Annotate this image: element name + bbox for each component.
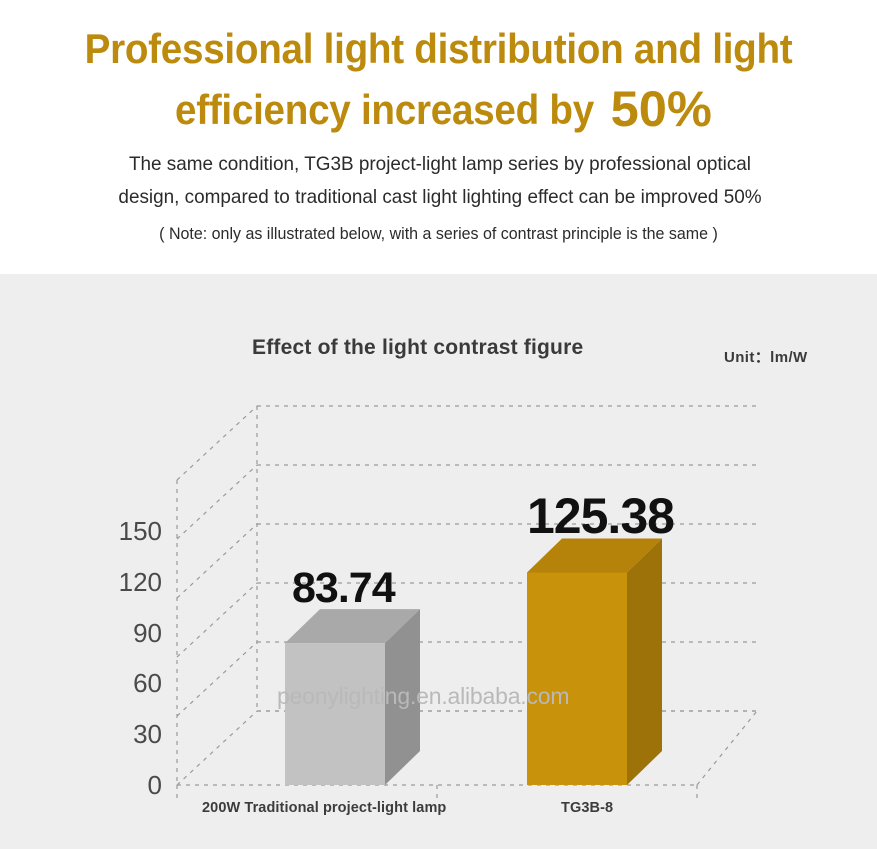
y-tick-label: 90 <box>133 617 162 648</box>
page-title-percent: 50% <box>610 80 712 137</box>
y-tick-label: 60 <box>133 668 162 699</box>
chart-gridlines <box>176 405 758 801</box>
page-title-line-2-text: efficiency increased by <box>175 85 605 133</box>
page-title-line-1: Professional light distribution and ligh… <box>84 25 793 72</box>
promo-header-section: Professional light distribution and ligh… <box>0 0 877 274</box>
promo-note: ( Note: only as illustrated below, with … <box>159 225 718 243</box>
chart-panel: Effect of the light contrast figure Unit… <box>0 274 877 849</box>
bar-traditional[interactable] <box>285 609 420 785</box>
chart-unit-label: Unit：lm/W <box>724 349 808 366</box>
bar-value-label: 125.38 <box>527 487 675 544</box>
y-tick-label: 120 <box>118 566 162 597</box>
bar-value-label: 83.74 <box>292 564 396 613</box>
chart-svg <box>176 405 758 801</box>
promo-description-line-1: The same condition, TG3B project-light l… <box>128 153 752 175</box>
y-tick-label: 0 <box>147 770 162 800</box>
page-title: Professional light distribution and ligh… <box>35 22 842 142</box>
promo-description: The same condition, TG3B project-light l… <box>52 148 828 214</box>
chart-title: Effect of the light contrast figure <box>252 336 584 359</box>
y-tick-label: 150 <box>118 515 162 546</box>
bar-tg3b[interactable] <box>527 538 662 785</box>
y-tick-label: 30 <box>133 719 162 750</box>
watermark-text: peonylighting.en.alibaba.com <box>277 683 570 709</box>
category-label-tg3b: TG3B-8 <box>561 800 614 816</box>
category-label-traditional: 200W Traditional project-light lamp <box>202 800 447 816</box>
bar-chart-plot: 0 30 60 90 120 150 peonylighting.en.alib… <box>0 274 877 849</box>
promo-description-line-2: design, compared to traditional cast lig… <box>118 186 762 208</box>
page-title-line-2: efficiency increased by 50% <box>35 77 842 142</box>
